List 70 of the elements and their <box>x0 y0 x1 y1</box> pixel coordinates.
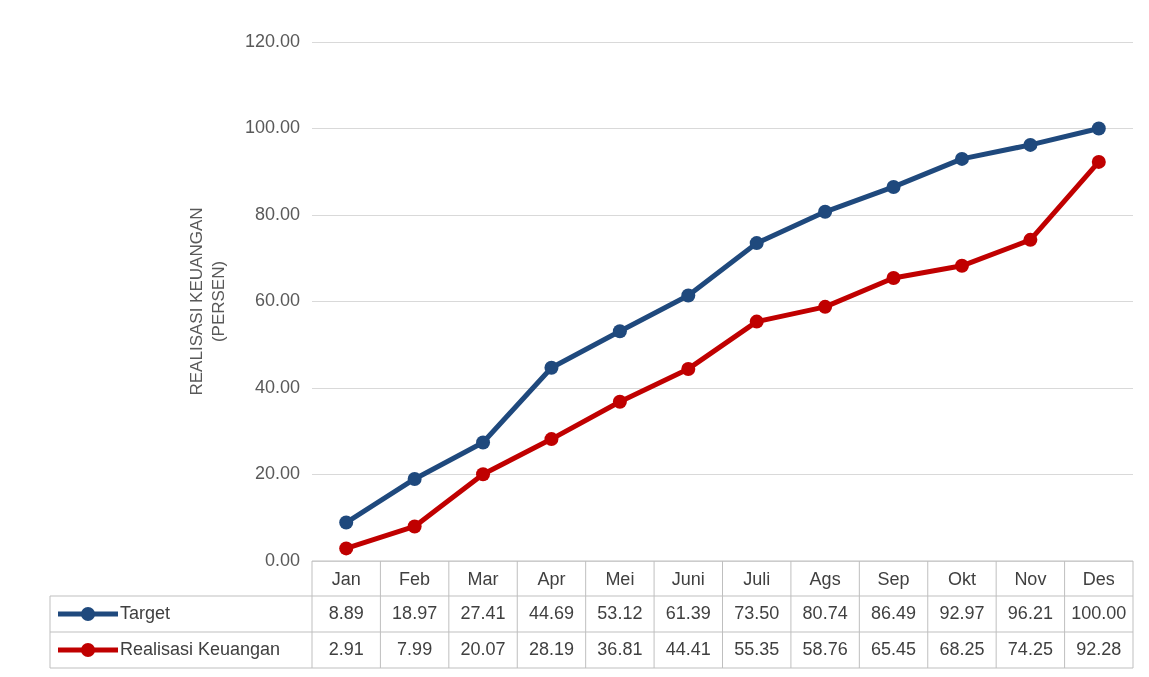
point <box>954 151 969 166</box>
x-tick-label: Nov <box>1014 568 1047 589</box>
data-label: 27.41 <box>460 602 506 623</box>
point <box>407 519 422 534</box>
point <box>339 515 354 530</box>
y-tick-label: 120.00 <box>244 30 300 51</box>
data-label: 28.19 <box>528 638 574 659</box>
point <box>1023 137 1038 152</box>
point <box>476 467 491 482</box>
data-label: 80.74 <box>802 602 848 623</box>
data-label: 36.81 <box>597 638 643 659</box>
point <box>612 324 627 339</box>
y-tick-label: 20.00 <box>254 463 300 484</box>
data-label: 55.35 <box>734 638 780 659</box>
point <box>612 394 627 409</box>
point <box>681 361 696 376</box>
point <box>1023 232 1038 247</box>
y-tick-label: 80.00 <box>254 203 300 224</box>
data-label: 7.99 <box>397 638 433 659</box>
data-label: 92.28 <box>1076 638 1122 659</box>
y-tick-label: 40.00 <box>254 376 300 397</box>
x-tick-label: Mei <box>605 568 635 589</box>
x-tick-label: Sep <box>877 568 910 589</box>
data-label: 73.50 <box>734 602 780 623</box>
x-tick-label: Ags <box>809 568 841 589</box>
data-label: 44.41 <box>665 638 711 659</box>
data-label: 8.89 <box>328 602 364 623</box>
x-tick-label: Mar <box>467 568 499 589</box>
point <box>749 314 764 329</box>
point <box>886 270 901 285</box>
x-tick-label: Feb <box>399 568 431 589</box>
legend-label: Target <box>120 602 171 623</box>
data-label: 2.91 <box>328 638 364 659</box>
point <box>544 360 559 375</box>
point <box>818 204 833 219</box>
x-tick-label: Des <box>1082 568 1115 589</box>
data-label: 92.97 <box>939 602 985 623</box>
y-axis-title: REALISASI KEUANGAN (PERSEN) <box>186 207 228 396</box>
point <box>818 299 833 314</box>
data-label: 18.97 <box>392 602 438 623</box>
x-tick-label: Okt <box>947 568 976 589</box>
point <box>1091 154 1106 169</box>
point <box>339 541 354 556</box>
data-label: 61.39 <box>665 602 711 623</box>
y-tick-label: 100.00 <box>244 117 300 138</box>
point <box>1091 121 1106 136</box>
data-label: 100.00 <box>1071 602 1127 623</box>
point <box>749 236 764 251</box>
x-tick-label: Juli <box>743 568 771 589</box>
x-tick-label: Jan <box>331 568 361 589</box>
data-label: 74.25 <box>1007 638 1053 659</box>
x-tick-label: Apr <box>537 568 566 589</box>
y-tick-label: 60.00 <box>254 290 300 311</box>
data-label: 86.49 <box>871 602 917 623</box>
x-tick-label: Juni <box>671 568 705 589</box>
legend-label: Realisasi Keuangan <box>120 638 281 659</box>
data-label: 44.69 <box>528 602 574 623</box>
point <box>681 288 696 303</box>
data-label: 96.21 <box>1007 602 1053 623</box>
point <box>544 432 559 447</box>
data-label: 68.25 <box>939 638 985 659</box>
data-label: 53.12 <box>597 602 643 623</box>
point <box>954 258 969 273</box>
y-tick-label: 0.00 <box>264 549 300 570</box>
point <box>476 435 491 450</box>
data-label: 58.76 <box>802 638 848 659</box>
point <box>886 179 901 194</box>
data-label: 20.07 <box>460 638 506 659</box>
data-label: 65.45 <box>871 638 917 659</box>
point <box>407 471 422 486</box>
